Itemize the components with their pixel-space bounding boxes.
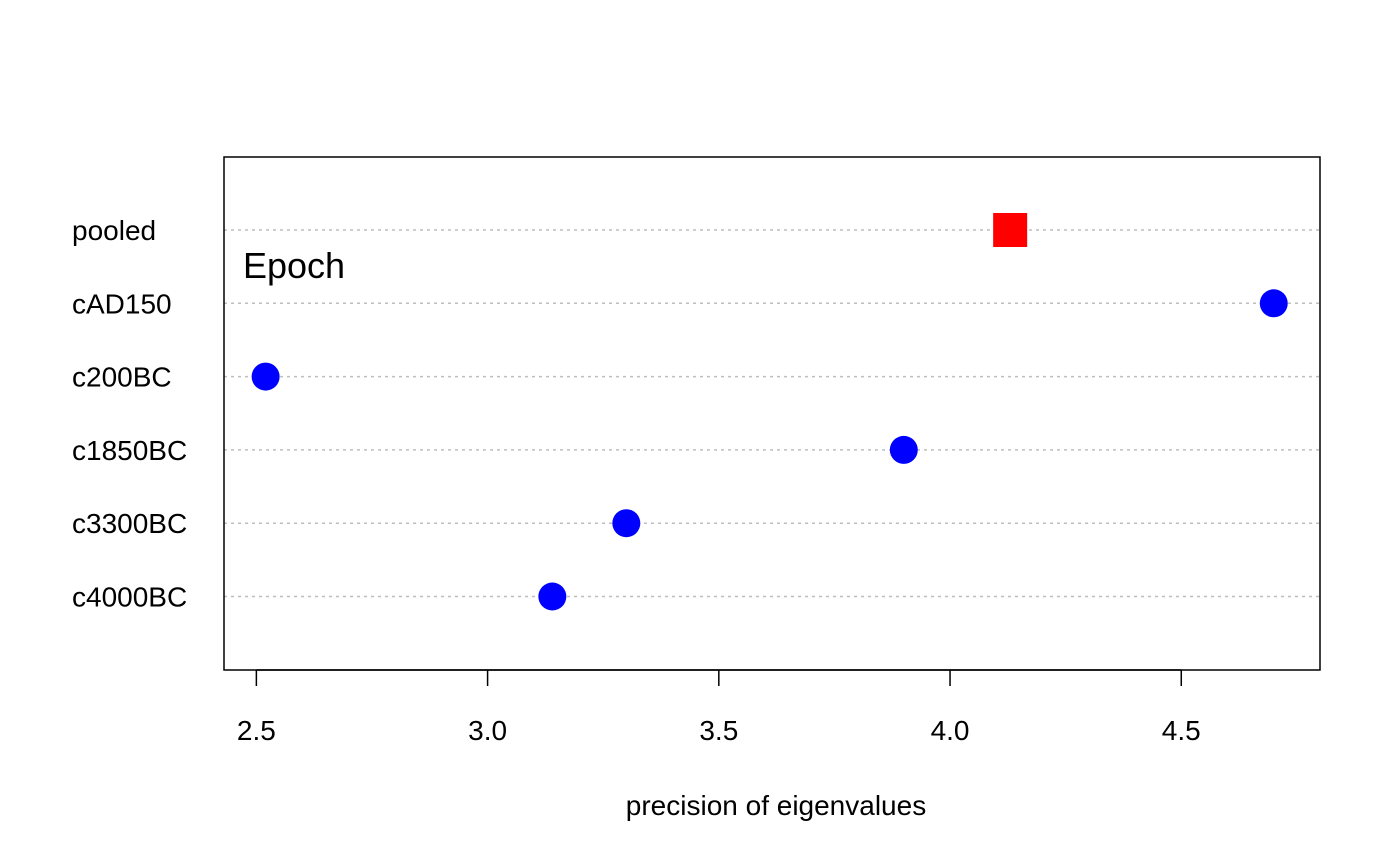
plot-frame <box>223 156 1321 671</box>
x-axis-title: precision of eigenvalues <box>626 790 926 821</box>
data-points <box>251 213 1288 611</box>
category-label: c200BC <box>72 362 172 393</box>
data-point-cAD150 <box>1259 289 1288 318</box>
data-point-pooled <box>993 213 1028 247</box>
category-label: c4000BC <box>72 582 187 613</box>
data-point-c3300BC <box>612 509 641 538</box>
data-point-c4000BC <box>538 582 567 611</box>
data-point-c200BC <box>251 362 280 391</box>
x-tick-label: 3.0 <box>468 715 507 746</box>
x-axis: 2.5 3.0 3.5 4.0 4.5 <box>237 669 1201 746</box>
category-labels: pooled cAD150 c200BC c1850BC c3300BC c4000BC <box>72 215 187 613</box>
category-label: c1850BC <box>72 435 187 466</box>
category-label: cAD150 <box>72 288 172 319</box>
category-label: pooled <box>72 215 156 246</box>
gridlines <box>224 229 1320 598</box>
epoch-annotation: Epoch <box>243 245 345 286</box>
x-tick-label: 4.0 <box>931 715 970 746</box>
category-label: c3300BC <box>72 508 187 539</box>
x-tick-label: 3.5 <box>699 715 738 746</box>
data-point-c1850BC <box>889 435 918 464</box>
x-tick-label: 4.5 <box>1162 715 1201 746</box>
x-tick-label: 2.5 <box>237 715 276 746</box>
